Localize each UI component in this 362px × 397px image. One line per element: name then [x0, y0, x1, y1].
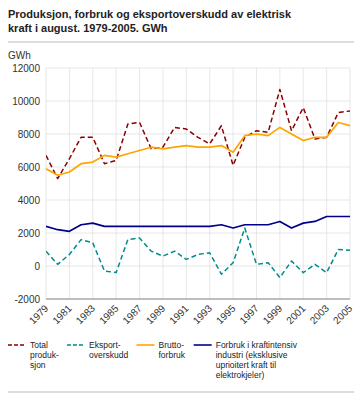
y-tick-label: 0 — [34, 261, 40, 272]
x-grid-line — [186, 68, 187, 299]
legend-item: Totalproduk-sjon — [8, 340, 59, 370]
y-grid-line — [46, 101, 350, 102]
series-group — [46, 89, 350, 277]
title: Produksjon, forbruk og eksportoverskudd … — [8, 8, 292, 20]
series-line — [46, 217, 350, 232]
legend-label: Totalproduk-sjon — [30, 340, 59, 370]
x-tick-label: 1993 — [191, 302, 215, 326]
y-grid-line — [46, 299, 350, 300]
x-tick-label: 1981 — [50, 302, 74, 326]
x-tick-label: 1985 — [97, 302, 121, 326]
x-tick-label: 1987 — [120, 302, 144, 326]
y-tick-label: 6000 — [18, 162, 41, 173]
legend-label: Brutto-forbruk — [158, 340, 185, 360]
series-line — [46, 228, 350, 277]
legend-item: Brutto-forbruk — [136, 340, 185, 360]
grid — [46, 68, 350, 299]
legend-item: Eksport-overskudd — [67, 340, 128, 360]
x-grid-line — [209, 68, 210, 299]
x-grid-line — [116, 68, 117, 299]
y-grid-line — [46, 167, 350, 168]
legend-label: Eksport-overskudd — [89, 340, 128, 360]
x-tick-label: 1983 — [74, 302, 98, 326]
y-tick-label: 10000 — [12, 96, 40, 107]
y-tick-label: -2000 — [14, 294, 40, 305]
x-tick-label: 1979 — [27, 302, 51, 326]
x-grid-line — [92, 68, 93, 299]
legend: Totalproduk-sjon Eksport-overskudd Brutto-… — [8, 340, 298, 380]
legend-swatch — [194, 344, 212, 346]
x-grid-line — [326, 68, 327, 299]
x-tick-label: 1997 — [237, 302, 261, 326]
series-line — [46, 89, 350, 178]
title: kraft i august. 1979-2005. GWh — [8, 22, 168, 34]
legend-item: Forbruk i kraftintensivindustri (eksklus… — [194, 340, 298, 380]
x-tick-label: 2005 — [331, 302, 355, 326]
x-grid-line — [162, 68, 163, 299]
x-grid-line — [303, 68, 304, 299]
legend-swatch — [136, 344, 154, 346]
x-grid-line — [46, 68, 47, 299]
x-tick-label: 2001 — [284, 302, 308, 326]
bottom-rule — [8, 392, 354, 393]
y-grid-line — [46, 68, 350, 69]
x-grid-line — [279, 68, 280, 299]
x-tick-label: 1989 — [144, 302, 168, 326]
y-tick-label: 2000 — [18, 228, 41, 239]
y-grid-line — [46, 200, 350, 201]
x-grid-line — [139, 68, 140, 299]
y-grid-line — [46, 266, 350, 267]
title-rule — [8, 42, 354, 43]
legend-swatch — [67, 344, 85, 346]
x-tick-label: 1995 — [214, 302, 238, 326]
x-grid-line — [256, 68, 257, 299]
legend-swatch — [8, 344, 26, 346]
x-tick-label: 1999 — [261, 302, 285, 326]
y-label: GWh — [8, 50, 31, 61]
x-tick-label: 1991 — [167, 302, 191, 326]
x-axis-line — [46, 299, 350, 300]
chart: Produksjon, forbruk og eksportoverskudd … — [0, 0, 362, 397]
x-grid-line — [69, 68, 70, 299]
x-tick-label: 2003 — [308, 302, 332, 326]
series-line — [46, 122, 350, 175]
x-grid-line — [350, 68, 351, 299]
x-grid-line — [233, 68, 234, 299]
y-grid-line — [46, 134, 350, 135]
y-tick-label: 8000 — [18, 129, 41, 140]
y-tick-label: 4000 — [18, 195, 41, 206]
legend-label: Forbruk i kraftintensivindustri (eksklus… — [216, 340, 298, 380]
y-tick-label: 12000 — [12, 63, 40, 74]
y-grid-line — [46, 233, 350, 234]
